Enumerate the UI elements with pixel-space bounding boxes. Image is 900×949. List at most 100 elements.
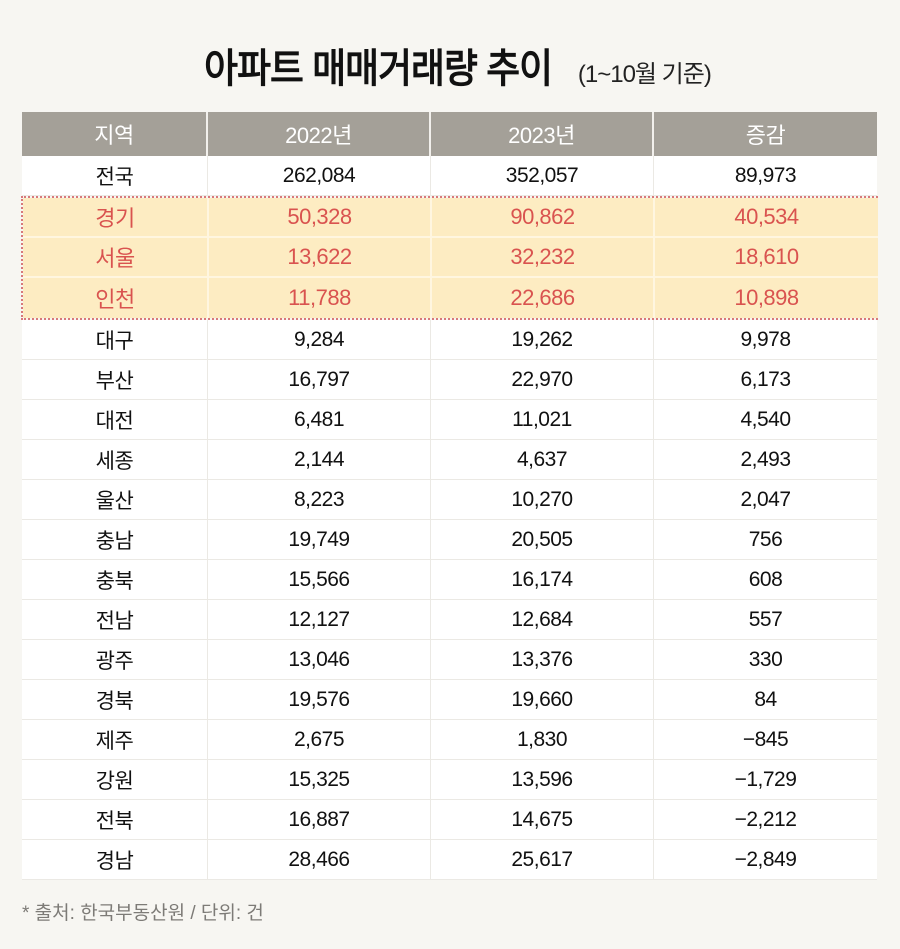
table-row: 광주 13,046 13,376 330 (22, 640, 877, 680)
cell-2023: 90,862 (432, 198, 655, 238)
cell-2023: 19,262 (431, 320, 654, 360)
title-subtitle: (1~10월 기준) (577, 61, 712, 88)
cell-change: 2,493 (654, 440, 877, 480)
cell-region: 광주 (22, 640, 208, 680)
cell-2023: 10,270 (431, 480, 654, 520)
cell-2022: 15,325 (208, 760, 431, 800)
cell-2023: 1,830 (431, 720, 654, 760)
cell-2022: 2,144 (208, 440, 431, 480)
cell-2023: 25,617 (431, 840, 654, 880)
cell-2022: 50,328 (209, 198, 432, 238)
cell-2022: 15,566 (208, 560, 431, 600)
cell-change: 40,534 (655, 198, 878, 238)
transaction-table: 지역 2022년 2023년 증감 전국 262,084 352,057 89,… (21, 112, 878, 880)
page-title: 아파트 매매거래량 추이 (1~10월 기준) (0, 36, 900, 94)
cell-2023: 12,684 (431, 600, 654, 640)
cell-region: 인천 (23, 278, 209, 318)
cell-change: 10,898 (655, 278, 878, 318)
cell-2023: 32,232 (432, 238, 655, 278)
table-row: 전북 16,887 14,675 −2,212 (22, 800, 877, 840)
table-row-highlighted: 서울 13,622 32,232 18,610 (23, 238, 878, 278)
cell-2022: 2,675 (208, 720, 431, 760)
cell-region: 충남 (22, 520, 208, 560)
table-row: 경남 28,466 25,617 −2,849 (22, 840, 877, 880)
table-body: 대구 9,284 19,262 9,978 부산 16,797 22,970 6,173 대전 6… (22, 320, 877, 880)
cell-2023: 13,596 (431, 760, 654, 800)
table-row: 제주 2,675 1,830 −845 (22, 720, 877, 760)
cell-region: 전국 (22, 156, 208, 196)
cell-region: 강원 (22, 760, 208, 800)
cell-2023: 4,637 (431, 440, 654, 480)
cell-2023: 13,376 (431, 640, 654, 680)
cell-2023: 16,174 (431, 560, 654, 600)
table-row-total: 전국 262,084 352,057 89,973 (22, 156, 877, 196)
cell-change: −845 (654, 720, 877, 760)
header-2023: 2023년 (431, 112, 654, 156)
cell-change: 330 (654, 640, 877, 680)
cell-region: 세종 (22, 440, 208, 480)
cell-region: 경북 (22, 680, 208, 720)
cell-change: −1,729 (654, 760, 877, 800)
table-row: 부산 16,797 22,970 6,173 (22, 360, 877, 400)
source-note: * 출처: 한국부동산원 / 단위: 건 (22, 903, 264, 924)
table-row-highlighted: 경기 50,328 90,862 40,534 (23, 198, 878, 238)
cell-2022: 19,576 (208, 680, 431, 720)
cell-region: 경기 (23, 198, 209, 238)
table-row: 울산 8,223 10,270 2,047 (22, 480, 877, 520)
cell-2022: 6,481 (208, 400, 431, 440)
cell-change: 6,173 (654, 360, 877, 400)
table-row: 강원 15,325 13,596 −1,729 (22, 760, 877, 800)
cell-region: 경남 (22, 840, 208, 880)
cell-change: 756 (654, 520, 877, 560)
cell-2022: 16,887 (208, 800, 431, 840)
table-row: 전남 12,127 12,684 557 (22, 600, 877, 640)
cell-change: 4,540 (654, 400, 877, 440)
cell-change: 89,973 (654, 156, 877, 196)
cell-region: 대구 (22, 320, 208, 360)
cell-2022: 13,622 (209, 238, 432, 278)
highlighted-capital-region-group: 경기 50,328 90,862 40,534 서울 13,622 32,232… (21, 196, 878, 320)
cell-2022: 11,788 (209, 278, 432, 318)
table-row: 세종 2,144 4,637 2,493 (22, 440, 877, 480)
cell-region: 전북 (22, 800, 208, 840)
cell-change: 608 (654, 560, 877, 600)
header-2022: 2022년 (208, 112, 431, 156)
cell-2022: 262,084 (208, 156, 431, 196)
cell-2022: 12,127 (208, 600, 431, 640)
cell-2023: 19,660 (431, 680, 654, 720)
table-row: 대전 6,481 11,021 4,540 (22, 400, 877, 440)
table-row: 충남 19,749 20,505 756 (22, 520, 877, 560)
cell-change: 18,610 (655, 238, 878, 278)
cell-change: 557 (654, 600, 877, 640)
cell-change: −2,849 (654, 840, 877, 880)
header-change: 증감 (654, 112, 877, 156)
table-row: 충북 15,566 16,174 608 (22, 560, 877, 600)
cell-2022: 13,046 (208, 640, 431, 680)
cell-region: 울산 (22, 480, 208, 520)
cell-region: 대전 (22, 400, 208, 440)
cell-region: 부산 (22, 360, 208, 400)
cell-2023: 22,970 (431, 360, 654, 400)
cell-region: 전남 (22, 600, 208, 640)
cell-region: 서울 (23, 238, 209, 278)
cell-2023: 352,057 (431, 156, 654, 196)
cell-2022: 8,223 (208, 480, 431, 520)
table-row: 대구 9,284 19,262 9,978 (22, 320, 877, 360)
cell-2022: 9,284 (208, 320, 431, 360)
cell-region: 충북 (22, 560, 208, 600)
table-row-highlighted: 인천 11,788 22,686 10,898 (23, 278, 878, 318)
cell-change: 9,978 (654, 320, 877, 360)
cell-2023: 14,675 (431, 800, 654, 840)
cell-2023: 11,021 (431, 400, 654, 440)
cell-region: 제주 (22, 720, 208, 760)
cell-change: 2,047 (654, 480, 877, 520)
title-main: 아파트 매매거래량 추이 (204, 47, 553, 91)
cell-change: −2,212 (654, 800, 877, 840)
cell-2023: 20,505 (431, 520, 654, 560)
header-region: 지역 (22, 112, 208, 156)
cell-2023: 22,686 (432, 278, 655, 318)
cell-2022: 19,749 (208, 520, 431, 560)
table-row: 경북 19,576 19,660 84 (22, 680, 877, 720)
cell-change: 84 (654, 680, 877, 720)
cell-2022: 16,797 (208, 360, 431, 400)
